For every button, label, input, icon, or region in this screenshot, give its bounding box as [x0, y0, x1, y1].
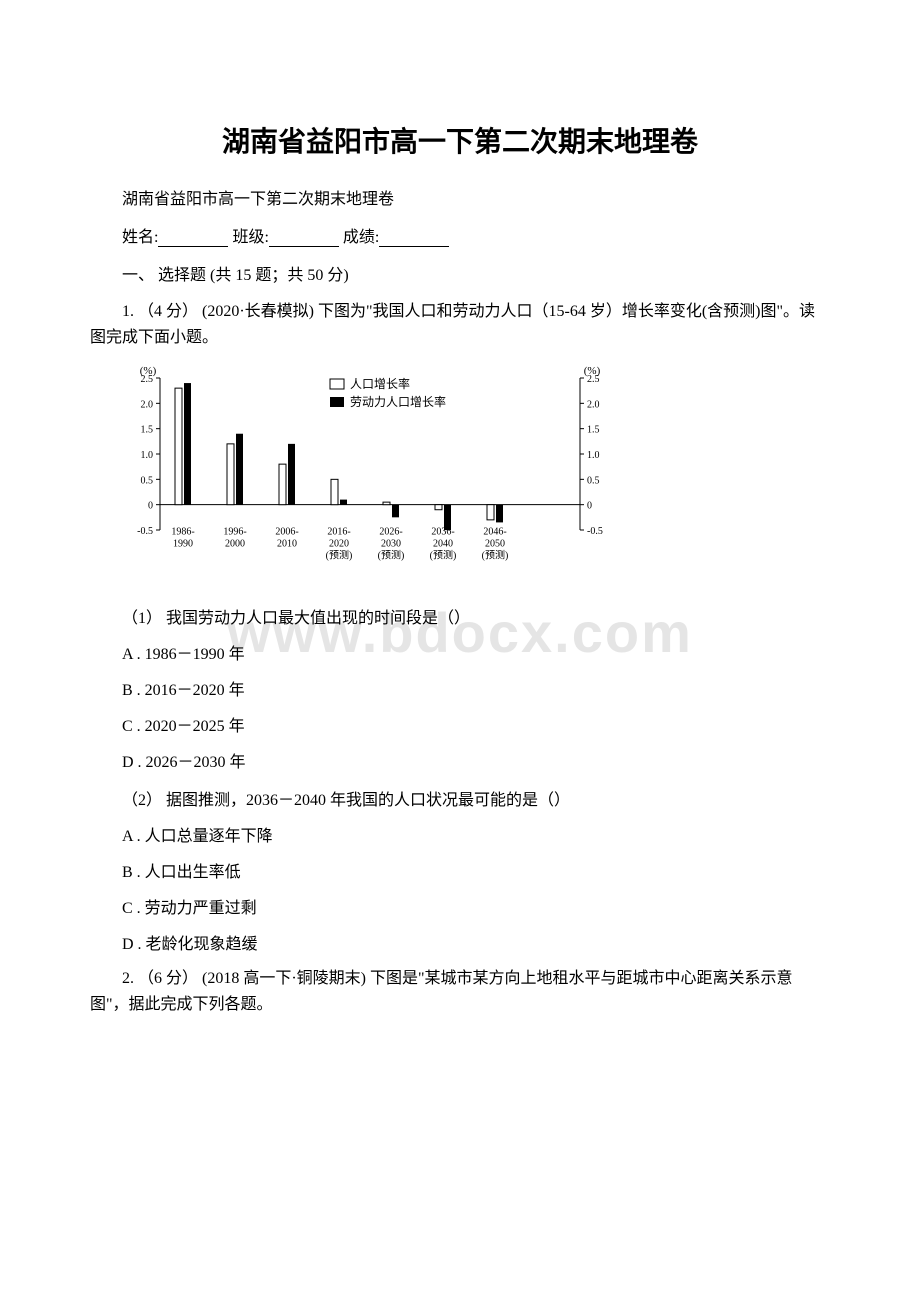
svg-text:(预测): (预测) — [482, 549, 509, 562]
svg-text:2010: 2010 — [277, 539, 297, 550]
svg-text:2046-: 2046- — [483, 527, 506, 538]
q1-chart: (%)(%)2.52.52.02.01.51.51.01.00.50.500-0… — [120, 360, 830, 590]
svg-text:1986-: 1986- — [171, 527, 194, 538]
svg-text:劳动力人口增长率: 劳动力人口增长率 — [350, 394, 446, 409]
q1-sub2-opt-b: B . 人口出生率低 — [90, 858, 830, 882]
svg-text:-0.5: -0.5 — [587, 526, 603, 537]
svg-text:人口增长率: 人口增长率 — [350, 376, 410, 391]
svg-text:1996-: 1996- — [223, 527, 246, 538]
svg-text:2016-: 2016- — [327, 527, 350, 538]
svg-text:(预测): (预测) — [430, 549, 457, 562]
q1-sub1-opt-c: C . 2020－2025 年 — [90, 712, 830, 736]
svg-text:2.0: 2.0 — [141, 400, 154, 411]
q1-sub1-opt-b: B . 2016－2020 年 — [90, 676, 830, 700]
svg-text:2026-: 2026- — [379, 527, 402, 538]
section-header: 一、 选择题 (共 15 题；共 50 分) — [90, 261, 830, 285]
svg-text:(预测): (预测) — [326, 549, 353, 562]
q2-intro: 2. （6 分） (2018 高一下·铜陵期末) 下图是"某城市某方向上地租水平… — [90, 966, 830, 1017]
name-label: 姓名: — [122, 229, 158, 246]
svg-text:2036-: 2036- — [431, 527, 454, 538]
subtitle: 湖南省益阳市高一下第二次期末地理卷 — [90, 185, 830, 209]
svg-text:0: 0 — [587, 501, 592, 512]
svg-text:2.5: 2.5 — [587, 374, 600, 385]
svg-text:1.5: 1.5 — [141, 425, 154, 436]
page-title: 湖南省益阳市高一下第二次期末地理卷 — [90, 120, 830, 160]
class-field[interactable] — [269, 229, 339, 247]
name-field[interactable] — [158, 229, 228, 247]
q1-sub2-opt-c: C . 劳动力严重过剩 — [90, 894, 830, 918]
q1-sub2: （2） 据图推测，2036－2040 年我国的人口状况最可能的是（） — [90, 786, 830, 810]
svg-text:1990: 1990 — [173, 539, 193, 550]
form-line: 姓名: 班级: 成绩: — [90, 223, 830, 247]
class-label: 班级: — [232, 229, 268, 246]
svg-text:2006-: 2006- — [275, 527, 298, 538]
svg-text:0.5: 0.5 — [587, 476, 600, 487]
svg-text:2.0: 2.0 — [587, 400, 600, 411]
svg-text:-0.5: -0.5 — [137, 526, 153, 537]
svg-text:2.5: 2.5 — [141, 374, 154, 385]
q1-intro: 1. （4 分） (2020·长春模拟) 下图为"我国人口和劳动力人口（15-6… — [90, 299, 830, 350]
score-field[interactable] — [379, 229, 449, 247]
svg-text:2050: 2050 — [485, 539, 505, 550]
svg-text:0.5: 0.5 — [141, 476, 154, 487]
svg-text:2020: 2020 — [329, 539, 349, 550]
svg-text:2040: 2040 — [433, 539, 453, 550]
q1-sub1-opt-a: A . 1986－1990 年 — [90, 640, 830, 664]
svg-text:2030: 2030 — [381, 539, 401, 550]
q1-sub1-opt-d: D . 2026－2030 年 — [90, 748, 830, 772]
svg-text:2000: 2000 — [225, 539, 245, 550]
svg-text:(预测): (预测) — [378, 549, 405, 562]
svg-text:1.5: 1.5 — [587, 425, 600, 436]
svg-text:1.0: 1.0 — [587, 450, 600, 461]
q1-sub2-opt-a: A . 人口总量逐年下降 — [90, 822, 830, 846]
bar-chart-svg: (%)(%)2.52.52.02.01.51.51.01.00.50.500-0… — [120, 360, 620, 590]
svg-text:1.0: 1.0 — [141, 450, 154, 461]
q1-sub1: （1） 我国劳动力人口最大值出现的时间段是（） — [90, 604, 830, 628]
q1-sub2-opt-d: D . 老龄化现象趋缓 — [90, 930, 830, 954]
svg-text:0: 0 — [148, 501, 153, 512]
score-label: 成绩: — [343, 229, 379, 246]
